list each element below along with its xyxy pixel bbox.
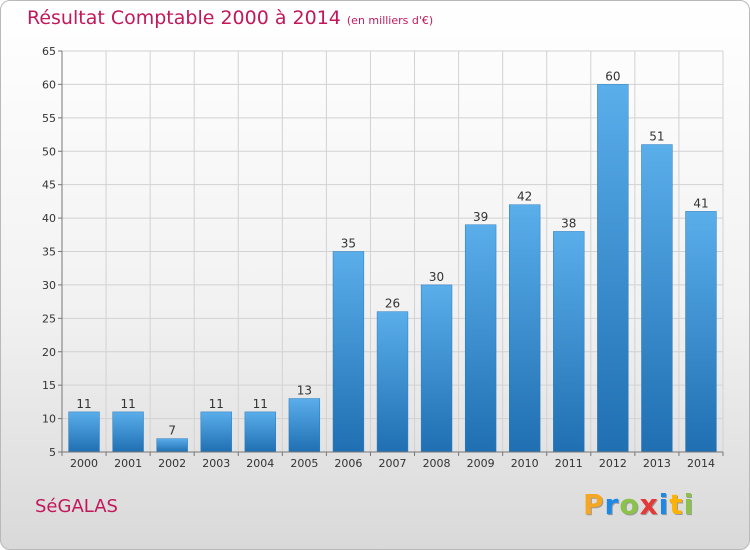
y-tick-label: 10	[42, 413, 56, 426]
y-tick-label: 45	[42, 179, 56, 192]
bar	[200, 411, 232, 453]
data-label: 38	[561, 216, 576, 230]
bar	[244, 411, 276, 453]
x-tick-label: 2013	[643, 457, 671, 470]
bar	[420, 284, 453, 453]
x-tick-label: 2007	[379, 457, 407, 470]
x-tick-label: 2004	[246, 457, 274, 470]
data-label: 11	[120, 397, 135, 411]
x-tick-label: 2002	[158, 457, 186, 470]
bar	[156, 438, 188, 453]
y-tick-label: 55	[42, 112, 56, 125]
title-text: Résultat Comptable 2000 à 2014	[27, 7, 341, 29]
logo-letter: t	[669, 488, 684, 521]
proxiti-logo: Proxiti	[583, 488, 694, 521]
data-label: 39	[473, 210, 488, 224]
data-label: 51	[649, 130, 664, 144]
commune-name: SéGALAS	[35, 496, 118, 517]
logo-letter: r	[604, 488, 620, 521]
bar	[376, 311, 409, 453]
data-label: 30	[429, 270, 444, 284]
bar	[641, 144, 673, 453]
logo-letter: i	[683, 488, 695, 521]
bar	[597, 84, 629, 453]
data-label: 11	[209, 397, 224, 411]
data-label: 41	[693, 196, 708, 210]
bar	[288, 398, 321, 453]
data-label: 42	[517, 190, 532, 204]
y-tick-label: 35	[42, 246, 56, 259]
y-tick-label: 30	[42, 279, 56, 292]
y-tick-label: 60	[42, 78, 56, 91]
data-label: 60	[605, 69, 620, 83]
y-tick-label: 50	[42, 145, 56, 158]
y-tick-label: 65	[42, 45, 56, 58]
x-tick-label: 2005	[290, 457, 318, 470]
chart-subtitle: (en milliers d'€)	[346, 14, 434, 27]
logo-letter: P	[583, 488, 605, 521]
x-tick-label: 2000	[70, 457, 98, 470]
bar	[685, 211, 717, 453]
data-label: 13	[297, 384, 312, 398]
bar	[464, 224, 497, 453]
logo-letter: o	[619, 488, 640, 521]
data-label: 7	[168, 424, 176, 438]
x-tick-label: 2012	[599, 457, 627, 470]
chart-title: Résultat Comptable 2000 à 2014 (en millie…	[27, 7, 433, 29]
bar	[332, 251, 365, 453]
y-tick-label: 20	[42, 346, 56, 359]
data-label: 35	[341, 237, 356, 251]
x-tick-label: 2009	[467, 457, 495, 470]
bar	[509, 204, 541, 453]
y-tick-label: 5	[49, 446, 56, 459]
x-tick-label: 2011	[555, 457, 583, 470]
x-tick-label: 2014	[687, 457, 715, 470]
data-label: 11	[253, 397, 268, 411]
y-tick-label: 15	[42, 379, 56, 392]
y-tick-label: 25	[42, 312, 56, 325]
bar	[553, 231, 585, 453]
data-label: 26	[385, 297, 400, 311]
data-label: 11	[76, 397, 91, 411]
x-tick-label: 2003	[202, 457, 230, 470]
x-tick-label: 2008	[423, 457, 451, 470]
x-tick-label: 2010	[511, 457, 539, 470]
logo-letter: i	[658, 488, 670, 521]
y-tick-label: 40	[42, 212, 56, 225]
bar	[68, 411, 100, 453]
x-tick-label: 2006	[334, 457, 362, 470]
x-tick-label: 2001	[114, 457, 142, 470]
bar	[112, 411, 144, 453]
logo-letter: x	[639, 488, 659, 521]
